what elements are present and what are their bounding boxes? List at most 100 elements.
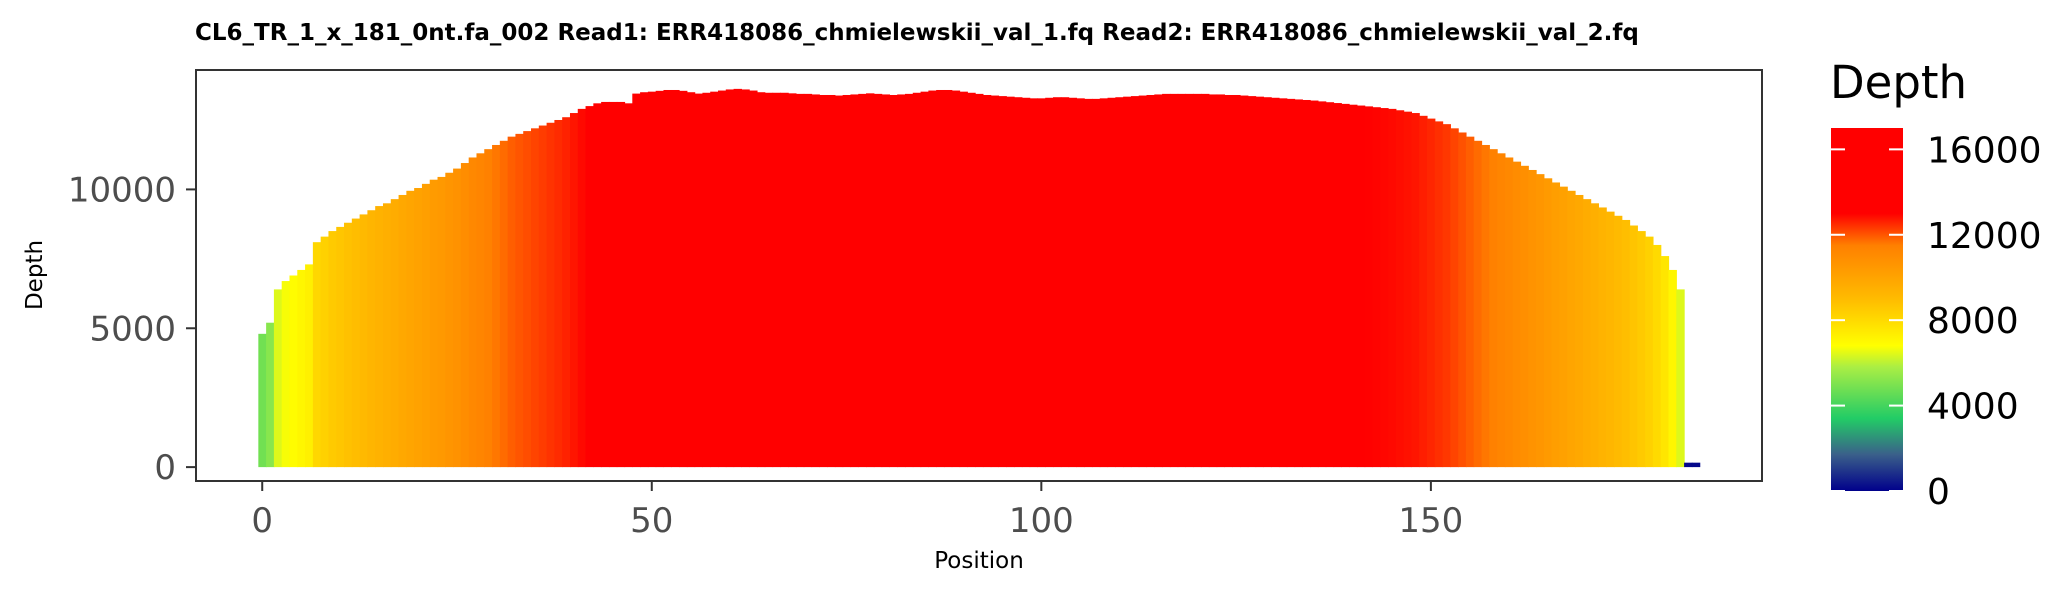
bar bbox=[367, 210, 376, 468]
bar bbox=[1473, 140, 1483, 468]
bar bbox=[1185, 93, 1194, 468]
bar bbox=[959, 91, 968, 468]
bar bbox=[608, 101, 618, 468]
bar bbox=[632, 93, 641, 468]
bar bbox=[476, 153, 485, 468]
bar bbox=[1146, 94, 1155, 468]
bar bbox=[375, 206, 384, 468]
bar bbox=[266, 322, 275, 468]
bar bbox=[1130, 96, 1140, 468]
bar bbox=[647, 91, 657, 468]
bar bbox=[1450, 128, 1459, 468]
legend-tick-label: 16000 bbox=[1927, 130, 2042, 171]
bar bbox=[1255, 96, 1264, 468]
bar bbox=[1559, 186, 1568, 468]
bar bbox=[982, 94, 992, 468]
bar bbox=[1045, 97, 1054, 468]
bar bbox=[1208, 94, 1218, 468]
bar bbox=[795, 93, 805, 468]
bar bbox=[531, 128, 540, 468]
bar bbox=[1201, 93, 1210, 468]
bar bbox=[1395, 110, 1405, 468]
bar bbox=[1029, 98, 1039, 468]
bar bbox=[873, 93, 883, 468]
bar bbox=[741, 89, 750, 468]
bar bbox=[437, 176, 446, 468]
bar bbox=[1442, 124, 1451, 468]
bar bbox=[1115, 97, 1124, 468]
bar bbox=[904, 93, 914, 468]
bar bbox=[1076, 98, 1085, 468]
bar bbox=[1138, 95, 1148, 468]
bar bbox=[601, 101, 610, 468]
bar bbox=[1419, 115, 1428, 468]
bar bbox=[725, 89, 735, 468]
bar bbox=[679, 90, 688, 468]
bar bbox=[1349, 104, 1358, 468]
bar bbox=[1621, 219, 1631, 468]
bar bbox=[1006, 96, 1015, 468]
bar bbox=[1637, 231, 1646, 468]
bar bbox=[390, 199, 400, 468]
bar bbox=[1489, 149, 1498, 468]
bar bbox=[803, 93, 813, 468]
bar bbox=[1014, 97, 1023, 468]
bar bbox=[1411, 113, 1420, 468]
color-legend: Depth 0 4000 8000 12000 16000 bbox=[1830, 56, 2042, 513]
bar bbox=[780, 92, 789, 468]
bar bbox=[414, 188, 423, 468]
bar bbox=[406, 190, 415, 468]
bar bbox=[1504, 157, 1514, 468]
bar bbox=[1169, 93, 1179, 468]
bar bbox=[1465, 136, 1475, 468]
bar bbox=[866, 93, 875, 468]
bar bbox=[655, 90, 665, 468]
bar bbox=[975, 93, 984, 468]
bar bbox=[1497, 153, 1506, 468]
bar bbox=[889, 94, 898, 468]
bar bbox=[1613, 215, 1623, 468]
bar bbox=[344, 222, 353, 468]
bar bbox=[1302, 99, 1311, 468]
bar bbox=[273, 289, 283, 468]
bar bbox=[289, 275, 298, 468]
bar bbox=[507, 136, 517, 468]
bar bbox=[523, 131, 532, 468]
bar bbox=[834, 95, 844, 468]
bar bbox=[453, 168, 462, 468]
bar bbox=[359, 214, 368, 468]
bar bbox=[320, 236, 330, 468]
bar bbox=[1652, 244, 1662, 468]
bar bbox=[1325, 102, 1335, 468]
bar bbox=[515, 133, 524, 468]
bar bbox=[1154, 94, 1163, 468]
bar bbox=[1084, 98, 1093, 468]
bar bbox=[718, 90, 727, 468]
bar bbox=[562, 117, 571, 468]
bar bbox=[998, 96, 1007, 468]
legend-tick-label: 0 bbox=[1927, 472, 1950, 513]
bar bbox=[686, 92, 696, 468]
bar bbox=[1458, 132, 1467, 468]
bar bbox=[1364, 106, 1374, 468]
bar bbox=[1551, 182, 1561, 468]
bar bbox=[492, 144, 501, 468]
bar bbox=[1372, 107, 1381, 468]
bar bbox=[1629, 225, 1638, 468]
bar bbox=[1575, 194, 1584, 468]
bar bbox=[827, 94, 836, 468]
bar bbox=[936, 89, 945, 468]
bar bbox=[671, 89, 680, 468]
bar bbox=[764, 92, 774, 468]
bar bbox=[733, 88, 742, 468]
bar bbox=[538, 125, 548, 468]
bar bbox=[445, 172, 454, 468]
bar bbox=[1512, 161, 1522, 468]
y-tick-label: 5000 bbox=[89, 309, 176, 349]
bar bbox=[1380, 108, 1389, 468]
bar bbox=[1567, 190, 1576, 468]
bar bbox=[297, 269, 306, 468]
bar bbox=[943, 89, 953, 468]
bar bbox=[951, 90, 961, 468]
